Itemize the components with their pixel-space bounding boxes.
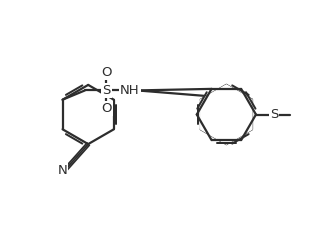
Text: S: S <box>270 108 278 121</box>
Text: O: O <box>101 102 112 115</box>
Text: S: S <box>102 84 111 97</box>
Text: N: N <box>58 164 68 177</box>
Text: NH: NH <box>120 84 140 97</box>
Polygon shape <box>201 85 252 144</box>
Text: O: O <box>101 66 112 79</box>
